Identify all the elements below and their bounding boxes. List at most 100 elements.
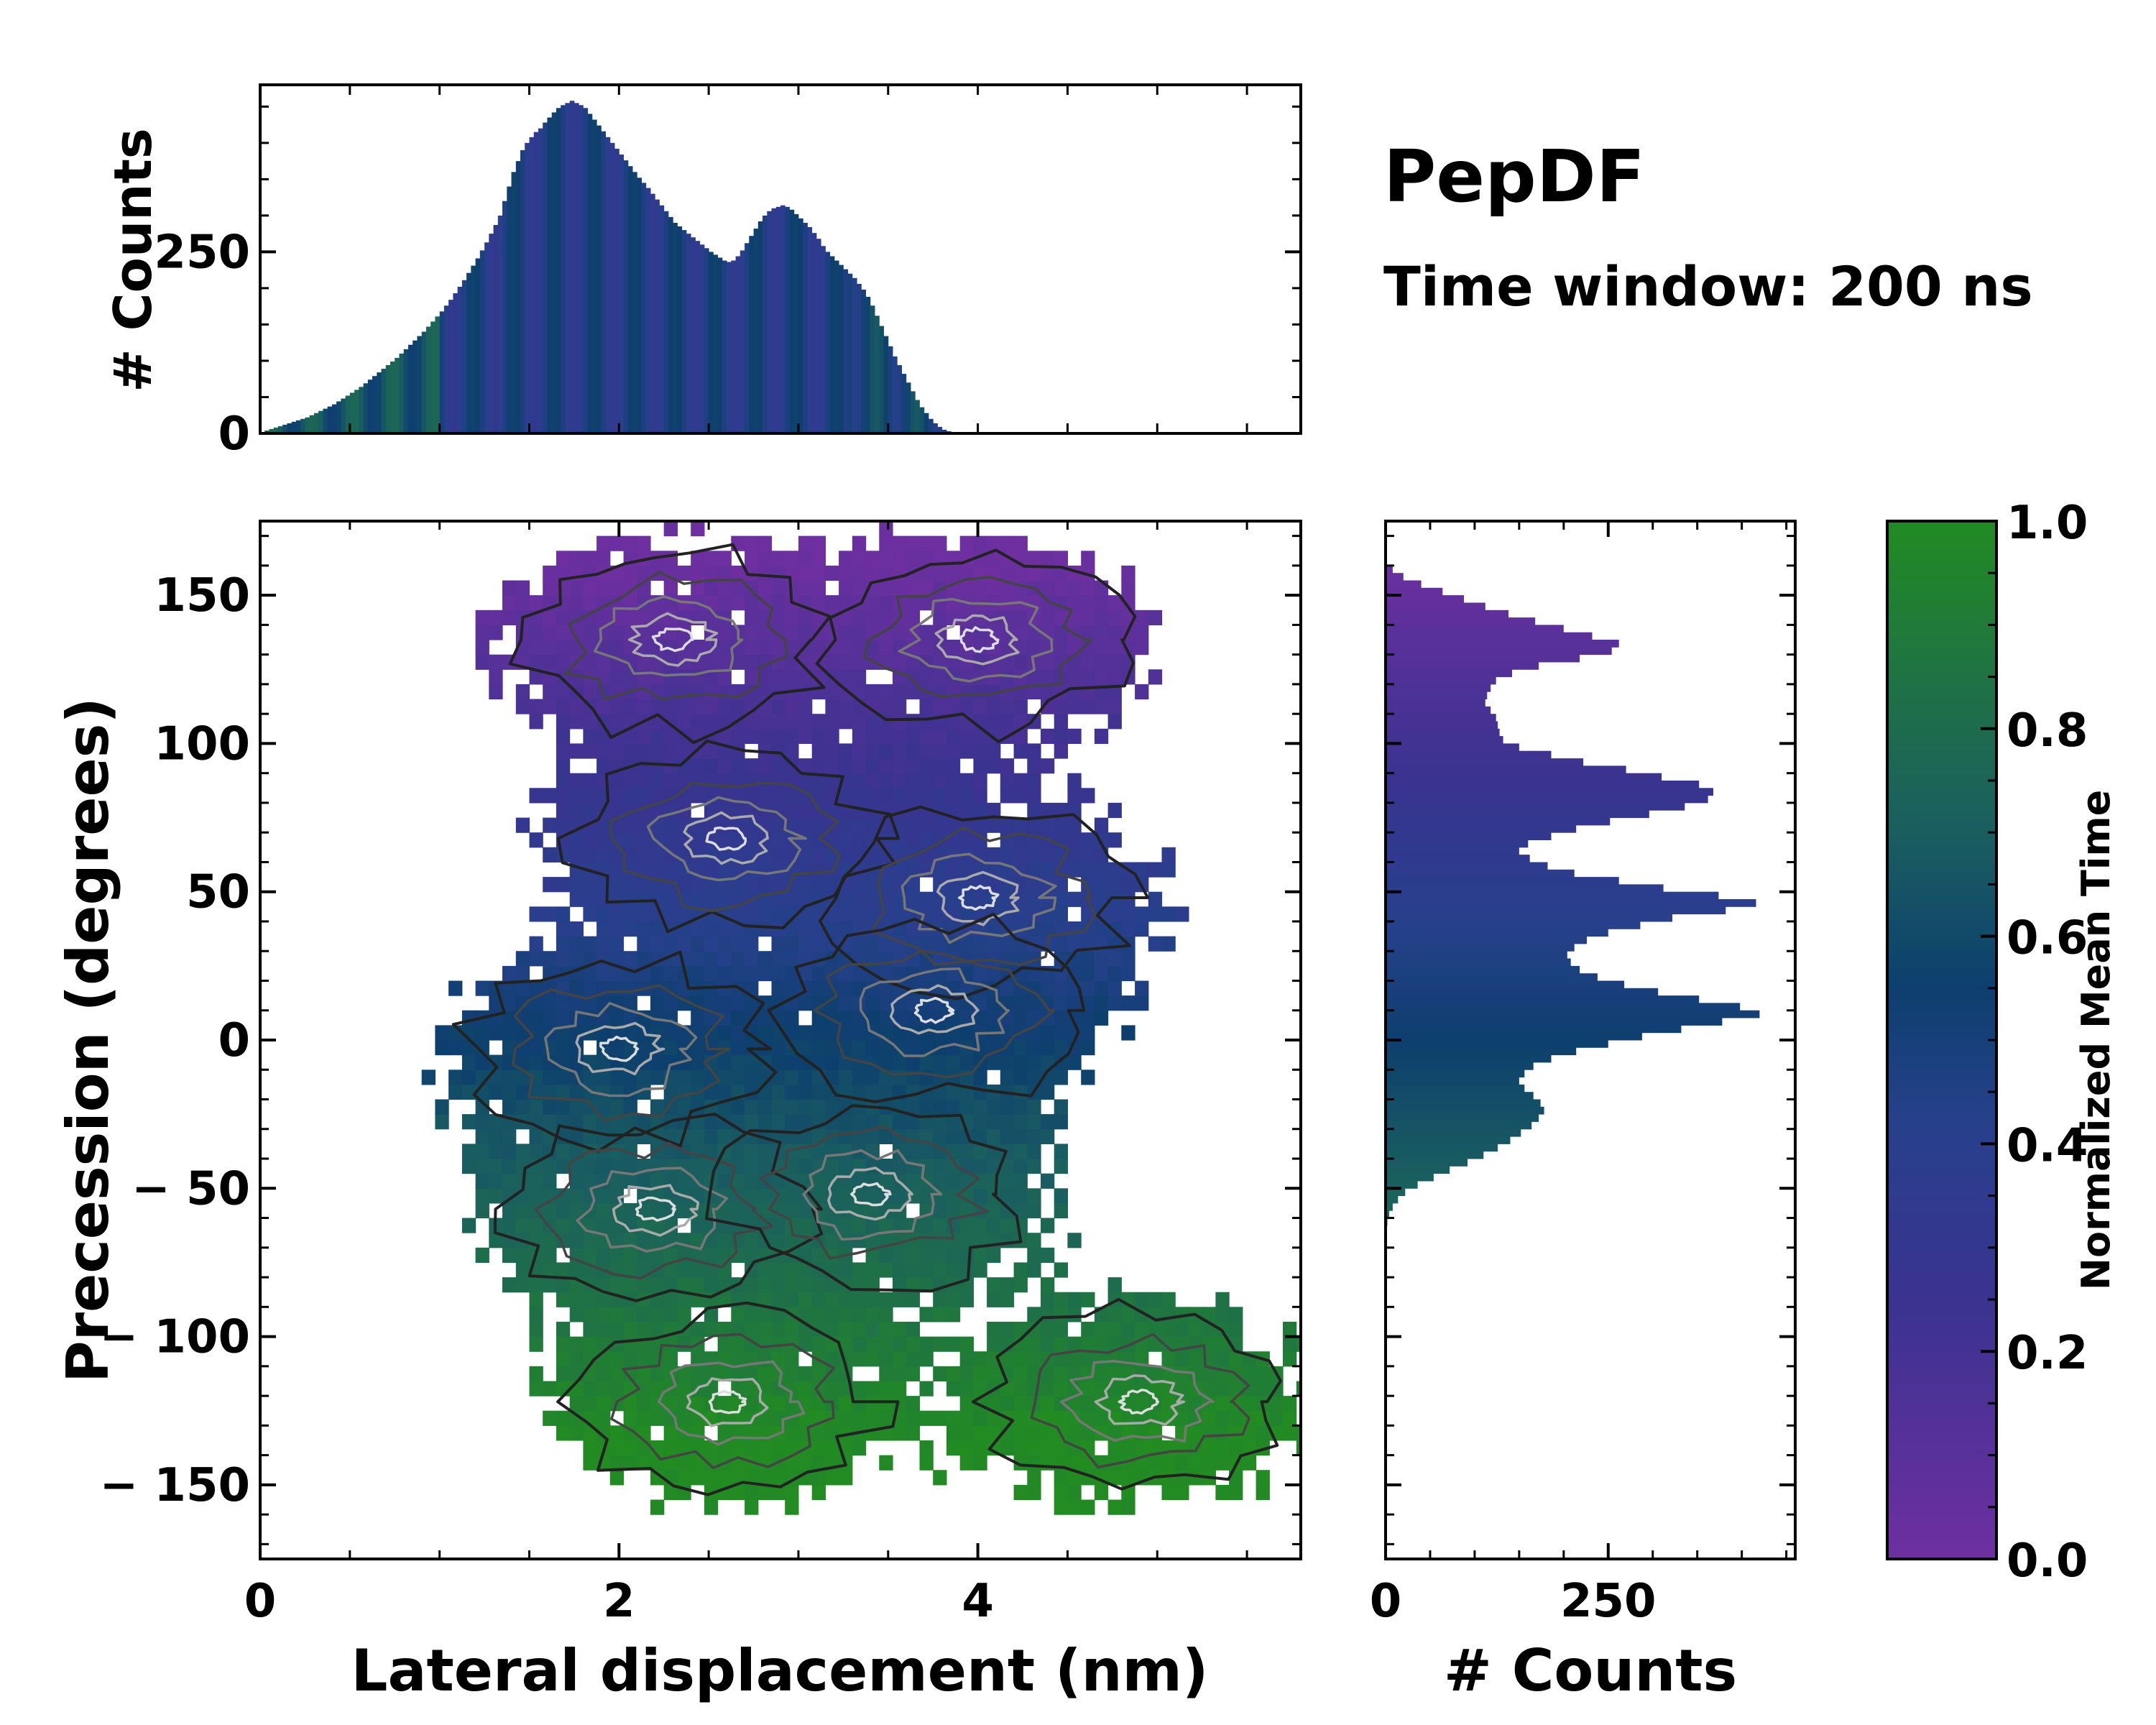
top-histogram-bar (937, 426, 943, 433)
heatmap-cell (543, 565, 557, 581)
heatmap-cell (919, 788, 934, 804)
heatmap-cell (745, 951, 759, 967)
heatmap-cell (973, 1040, 987, 1056)
heatmap-cell (811, 1484, 826, 1501)
heatmap-cell (987, 684, 1001, 700)
heatmap-cell (825, 714, 839, 730)
heatmap-cell (1027, 684, 1041, 700)
heatmap-cell (798, 995, 813, 1011)
heatmap-cell (609, 1010, 625, 1026)
heatmap-cell (704, 1499, 719, 1515)
top-histogram-bar (318, 410, 323, 433)
heatmap-cell (745, 1202, 759, 1219)
right-histogram-bar (1386, 1084, 1525, 1092)
heatmap-cell (946, 817, 961, 833)
heatmap-cell (569, 1233, 584, 1248)
heatmap-cell (919, 669, 934, 685)
contour-line (819, 805, 1150, 1000)
heatmap-cell (771, 1277, 786, 1293)
heatmap-cell (623, 877, 637, 893)
colorbar-tick-label: 1.0 (2007, 497, 2088, 550)
heatmap-cell (623, 595, 637, 611)
heatmap-cell (663, 965, 678, 982)
heatmap-cell (677, 1410, 691, 1426)
heatmap-cell (879, 1054, 893, 1070)
heatmap-cell (583, 1307, 597, 1322)
top-histogram-bar (861, 289, 866, 433)
heatmap-cell (556, 802, 571, 819)
heatmap-cell (906, 1262, 921, 1278)
y-tick-label: 0 (218, 1014, 250, 1067)
heatmap-cell (1013, 1114, 1028, 1130)
heatmap-cell (1054, 936, 1068, 952)
heatmap-cell (771, 1114, 786, 1130)
heatmap-cell (785, 1440, 799, 1456)
heatmap-cell (919, 773, 934, 788)
heatmap-cell (569, 1425, 584, 1441)
heatmap-cell (785, 1188, 799, 1204)
heatmap-cell (609, 1025, 625, 1041)
heatmap-cell (906, 684, 921, 700)
heatmap-cell (583, 1159, 597, 1174)
heatmap-cell (852, 832, 867, 848)
heatmap-cell (946, 728, 961, 744)
top-histogram-bar (327, 406, 333, 433)
heatmap-cell (1107, 595, 1122, 611)
heatmap-cell (852, 1114, 867, 1130)
top-histogram-bar (865, 297, 871, 433)
heatmap-cell (637, 551, 651, 566)
heatmap-cell (529, 1144, 543, 1159)
heatmap-cell (609, 1084, 625, 1100)
heatmap-cell (1041, 1336, 1055, 1352)
heatmap-cell (421, 1070, 436, 1085)
heatmap-cell (919, 580, 934, 596)
heatmap-cell (663, 521, 678, 537)
heatmap-cell (745, 1247, 759, 1263)
heatmap-cell (798, 728, 813, 744)
heatmap-cell (745, 936, 759, 952)
heatmap-cell (906, 640, 921, 656)
heatmap-cell (569, 980, 584, 996)
heatmap-cell (919, 891, 934, 907)
heatmap-cell (798, 1262, 813, 1278)
heatmap-cell (596, 832, 611, 848)
heatmap-cell (609, 773, 625, 788)
top-histogram-bar (390, 362, 395, 433)
heatmap-cell (475, 1173, 489, 1189)
heatmap-cell (1094, 728, 1109, 744)
heatmap-cell (946, 1440, 961, 1456)
heatmap-cell (879, 699, 893, 714)
heatmap-cell (1067, 891, 1082, 907)
heatmap-cell (959, 714, 974, 730)
heatmap-cell (1067, 951, 1082, 967)
top-histogram-bar (852, 277, 857, 433)
heatmap-cell (677, 1173, 691, 1189)
heatmap-cell (933, 906, 947, 922)
heatmap-cell (637, 1040, 651, 1056)
heatmap-cell (745, 1277, 759, 1293)
heatmap-cell (448, 1040, 463, 1056)
heatmap-cell (717, 1292, 732, 1307)
heatmap-cell (757, 1084, 773, 1100)
heatmap-cell (663, 832, 678, 848)
contour-line (862, 576, 1093, 699)
heatmap-cell (798, 936, 813, 952)
heatmap-cell (543, 699, 557, 714)
heatmap-cell (919, 1381, 934, 1397)
heatmap-cell (1081, 980, 1095, 996)
heatmap-cell (879, 1262, 893, 1278)
heatmap-cell (1054, 1381, 1068, 1397)
heatmap-cell (919, 728, 934, 744)
heatmap-cell (1027, 1099, 1041, 1115)
heatmap-cell (1013, 1381, 1028, 1397)
contour-line (1118, 1388, 1160, 1415)
heatmap-cell (946, 610, 961, 625)
heatmap-cell (852, 936, 867, 952)
heatmap-cell (839, 980, 853, 996)
heatmap-cell (987, 1396, 1001, 1412)
heatmap-cell (1081, 654, 1095, 670)
heatmap-cell (825, 1321, 839, 1338)
heatmap-cell (785, 1366, 799, 1381)
heatmap-cell (717, 551, 732, 566)
heatmap-cell (583, 1336, 597, 1352)
